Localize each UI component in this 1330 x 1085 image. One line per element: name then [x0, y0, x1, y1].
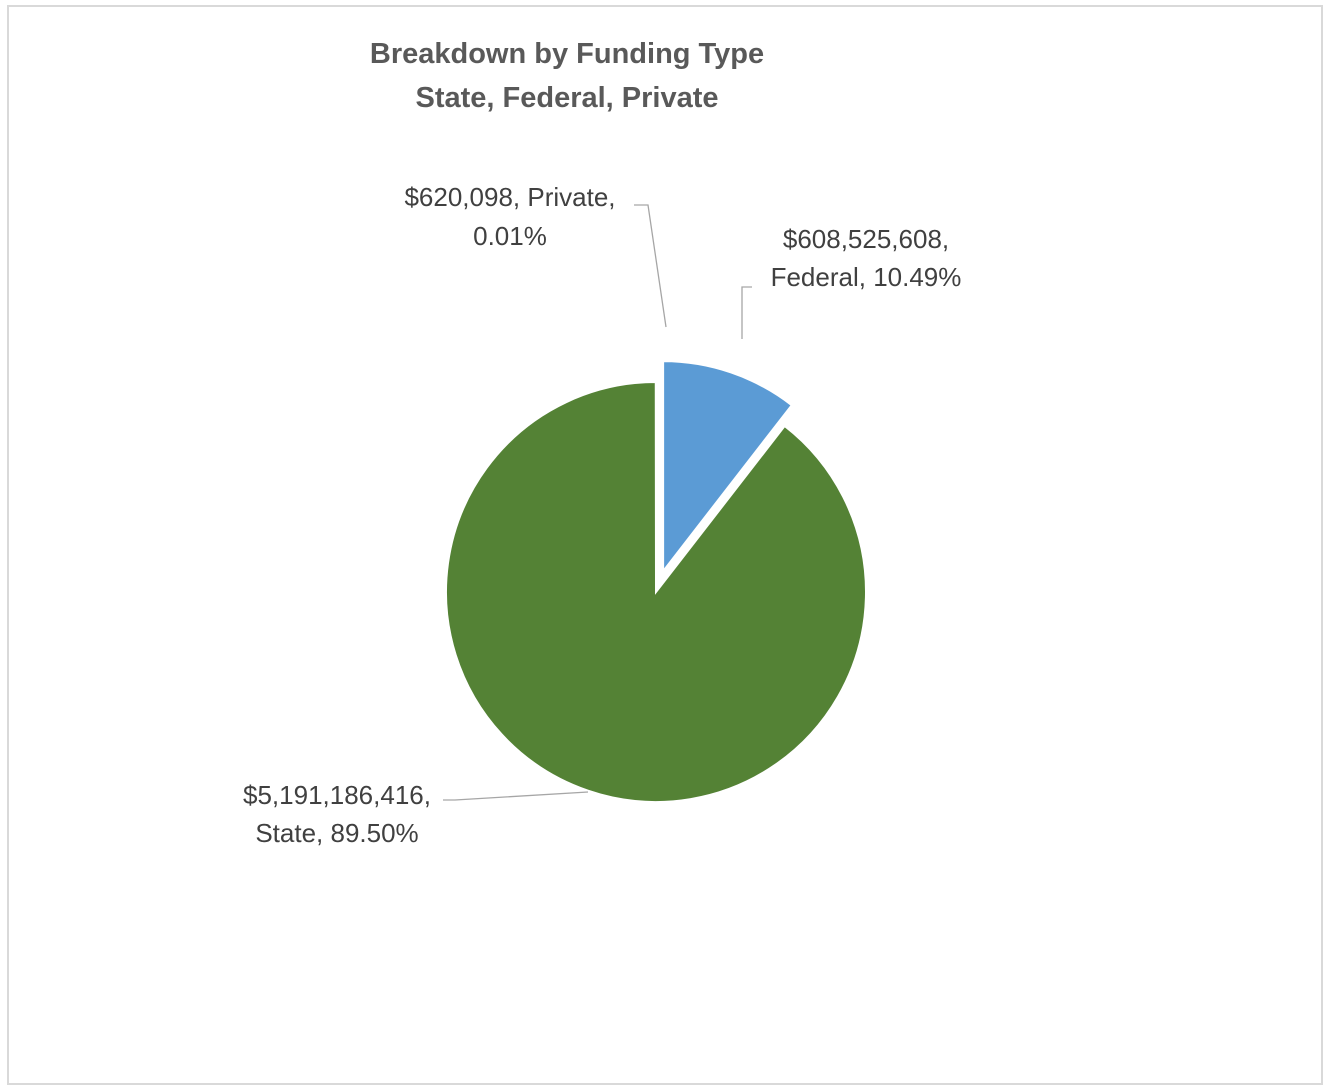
leader-line-private: [634, 205, 666, 327]
data-label-private-line1: $620,098, Private,: [404, 182, 615, 212]
leader-line-state: [443, 792, 588, 800]
data-label-private-line2: 0.01%: [473, 221, 547, 251]
data-label-federal-line2: Federal, 10.49%: [771, 262, 962, 292]
data-label-state-line2: State, 89.50%: [255, 818, 418, 848]
data-label-state-line1: $5,191,186,416,: [243, 780, 431, 810]
data-label-federal-line1: $608,525,608,: [783, 224, 949, 254]
leader-line-federal: [742, 287, 752, 339]
